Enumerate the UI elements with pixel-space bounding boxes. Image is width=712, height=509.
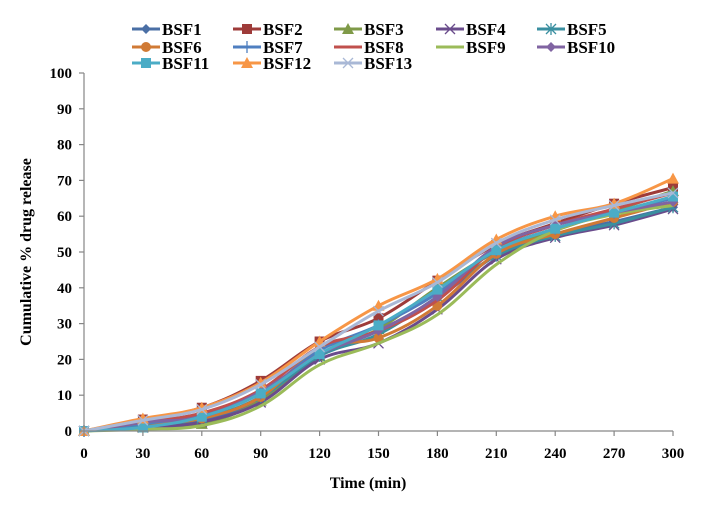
legend-label: BSF13 xyxy=(364,54,412,73)
series-layer xyxy=(78,172,679,437)
data-point xyxy=(490,237,502,249)
legend-item-bsf5: BSF5 xyxy=(537,20,607,39)
legend-label: BSF2 xyxy=(263,20,303,39)
data-point xyxy=(668,191,678,202)
legend-item-bsf8: BSF8 xyxy=(334,38,404,57)
legend-marker xyxy=(444,23,456,35)
x-tick-label: 0 xyxy=(80,446,88,462)
x-tick-label: 210 xyxy=(485,446,508,462)
x-ticks: 0 30 60 90 120 150 180 210 240 270 300 xyxy=(80,431,684,462)
legend-item-bsf4: BSF4 xyxy=(436,20,506,39)
y-tick-label: 20 xyxy=(57,352,72,368)
x-tick-label: 300 xyxy=(662,446,685,462)
data-point xyxy=(196,404,208,415)
data-point xyxy=(431,276,443,288)
x-tick-label: 30 xyxy=(135,446,150,462)
data-point xyxy=(667,187,679,199)
legend-label: BSF1 xyxy=(162,20,202,39)
legend-label: BSF7 xyxy=(263,38,303,57)
x-tick-label: 240 xyxy=(544,446,567,462)
x-tick-label: 90 xyxy=(253,446,268,462)
legend-marker xyxy=(242,24,252,34)
legend-marker xyxy=(141,24,151,34)
legend-marker xyxy=(342,23,354,34)
legend-item-bsf3: BSF3 xyxy=(334,20,404,39)
legend: BSF1 BSF2 BSF3 BSF4 BSF5 BSF6 BSF7 BSF8 BSF9 BSF1… xyxy=(132,20,615,73)
legend-label: BSF9 xyxy=(466,38,506,57)
legend-marker xyxy=(546,42,556,52)
legend-item-bsf2: BSF2 xyxy=(233,20,303,39)
legend-marker xyxy=(342,57,354,69)
legend-marker xyxy=(545,23,557,35)
legend-item-bsf10: BSF10 xyxy=(537,38,615,57)
data-point xyxy=(432,284,443,295)
plot-area: 0 10 20 30 40 50 60 70 80 90 100 0 30 60 90 120 150 180 2… xyxy=(50,66,685,462)
data-point xyxy=(314,341,326,353)
legend-label: BSF4 xyxy=(466,20,506,39)
y-tick-label: 40 xyxy=(57,281,72,297)
data-point xyxy=(609,207,620,218)
y-tick-label: 10 xyxy=(57,388,72,404)
legend-item-bsf13: BSF13 xyxy=(334,54,412,73)
legend-item-bsf11: BSF11 xyxy=(132,54,209,73)
x-tick-label: 270 xyxy=(603,446,626,462)
data-point xyxy=(608,200,620,211)
y-tick-label: 0 xyxy=(65,424,73,440)
data-point xyxy=(137,422,148,433)
y-axis-title: Cumulative % drug release xyxy=(18,158,35,346)
x-tick-label: 60 xyxy=(194,446,209,462)
data-point xyxy=(137,414,149,426)
data-point xyxy=(314,349,325,360)
legend-label: BSF3 xyxy=(364,20,404,39)
data-point xyxy=(667,172,679,184)
y-ticks: 0 10 20 30 40 50 60 70 80 90 100 xyxy=(50,66,84,440)
legend-marker xyxy=(241,57,253,68)
legend-label: BSF12 xyxy=(263,54,311,73)
y-tick-label: 90 xyxy=(57,102,72,118)
data-point xyxy=(255,388,266,399)
y-tick-label: 100 xyxy=(50,66,73,82)
data-point xyxy=(373,305,384,317)
y-tick-label: 70 xyxy=(57,173,72,189)
legend-label: BSF6 xyxy=(162,38,202,57)
x-tick-label: 180 xyxy=(426,446,449,462)
legend-item-bsf7: BSF7 xyxy=(233,38,303,57)
legend-item-bsf12: BSF12 xyxy=(233,54,311,73)
x-tick-label: 150 xyxy=(367,446,390,462)
legend-item-bsf9: BSF9 xyxy=(436,38,506,57)
legend-label: BSF11 xyxy=(162,54,209,73)
legend-label: BSF10 xyxy=(567,38,615,57)
legend-item-bsf1: BSF1 xyxy=(132,20,202,39)
x-axis-title: Time (min) xyxy=(330,475,407,492)
legend-marker xyxy=(141,42,151,52)
y-tick-label: 60 xyxy=(57,209,72,225)
legend-label: BSF5 xyxy=(567,20,607,39)
data-point xyxy=(550,223,561,234)
data-point xyxy=(373,332,384,343)
data-point xyxy=(255,379,267,390)
y-tick-label: 30 xyxy=(57,317,72,333)
data-point xyxy=(549,214,561,226)
data-point xyxy=(373,320,384,331)
legend-marker xyxy=(141,58,151,68)
y-tick-label: 50 xyxy=(57,245,72,261)
series-bsf13 xyxy=(78,187,679,437)
legend-label: BSF8 xyxy=(364,38,404,57)
data-point xyxy=(373,313,384,324)
data-point xyxy=(491,245,502,256)
data-point xyxy=(196,411,207,422)
y-tick-label: 80 xyxy=(57,138,72,154)
legend-item-bsf6: BSF6 xyxy=(132,38,202,57)
x-tick-label: 120 xyxy=(308,446,331,462)
